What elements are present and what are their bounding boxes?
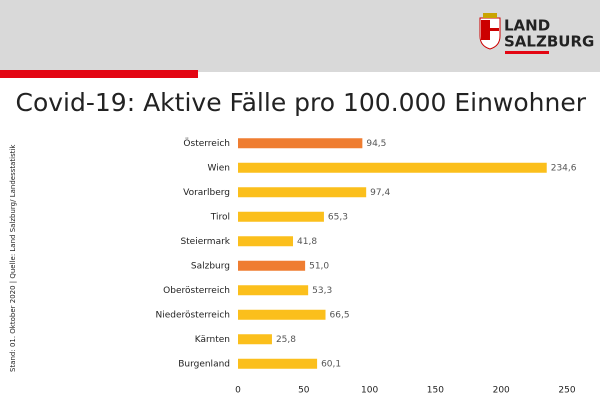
- y-tick-label: Kärnten: [195, 335, 230, 345]
- bar: [238, 334, 272, 345]
- value-label: 94,5: [366, 139, 386, 149]
- y-tick-label: Niederösterreich: [155, 310, 230, 320]
- bar: [238, 309, 326, 320]
- y-tick-label: Vorarlberg: [183, 188, 230, 198]
- x-tick-label: 100: [361, 386, 378, 396]
- bar: [238, 187, 367, 198]
- x-tick-label: 50: [298, 386, 310, 396]
- logo-text: SALZBURG: [504, 33, 594, 51]
- bar: [238, 285, 309, 296]
- y-tick-label: Wien: [208, 163, 230, 173]
- x-tick-label: 200: [493, 386, 510, 396]
- bar: [238, 260, 306, 271]
- source-note: Stand: 01. Oktober 2020 | Quelle: Land S…: [9, 144, 17, 372]
- x-tick-label: 0: [235, 386, 241, 396]
- value-label: 53,3: [312, 286, 332, 296]
- y-tick-label: Salzburg: [191, 261, 230, 271]
- value-label: 234,6: [551, 163, 577, 173]
- value-label: 66,5: [330, 310, 350, 320]
- bar: [238, 236, 294, 247]
- x-tick-label: 250: [558, 386, 575, 396]
- value-label: 60,1: [321, 359, 341, 369]
- chart-title: Covid-19: Aktive Fälle pro 100.000 Einwo…: [16, 88, 587, 117]
- value-label: 41,8: [297, 237, 317, 247]
- value-label: 51,0: [309, 261, 329, 271]
- y-tick-label: Oberösterreich: [163, 286, 230, 296]
- bar: [238, 358, 318, 369]
- bar: [238, 138, 363, 149]
- bar: [238, 162, 547, 173]
- value-label: 65,3: [328, 212, 348, 222]
- y-tick-label: Burgenland: [178, 359, 230, 369]
- logo-text: LAND: [504, 17, 550, 35]
- logo-underline: [505, 51, 549, 54]
- red-accent: [0, 70, 198, 78]
- value-label: 97,4: [370, 188, 390, 198]
- logo-crest: [479, 13, 501, 50]
- x-tick-label: 150: [427, 386, 444, 396]
- y-tick-label: Steiermark: [180, 237, 230, 247]
- bar: [238, 211, 324, 222]
- y-tick-label: Tirol: [210, 212, 230, 222]
- y-tick-label: Österreich: [183, 138, 230, 149]
- value-label: 25,8: [276, 335, 296, 345]
